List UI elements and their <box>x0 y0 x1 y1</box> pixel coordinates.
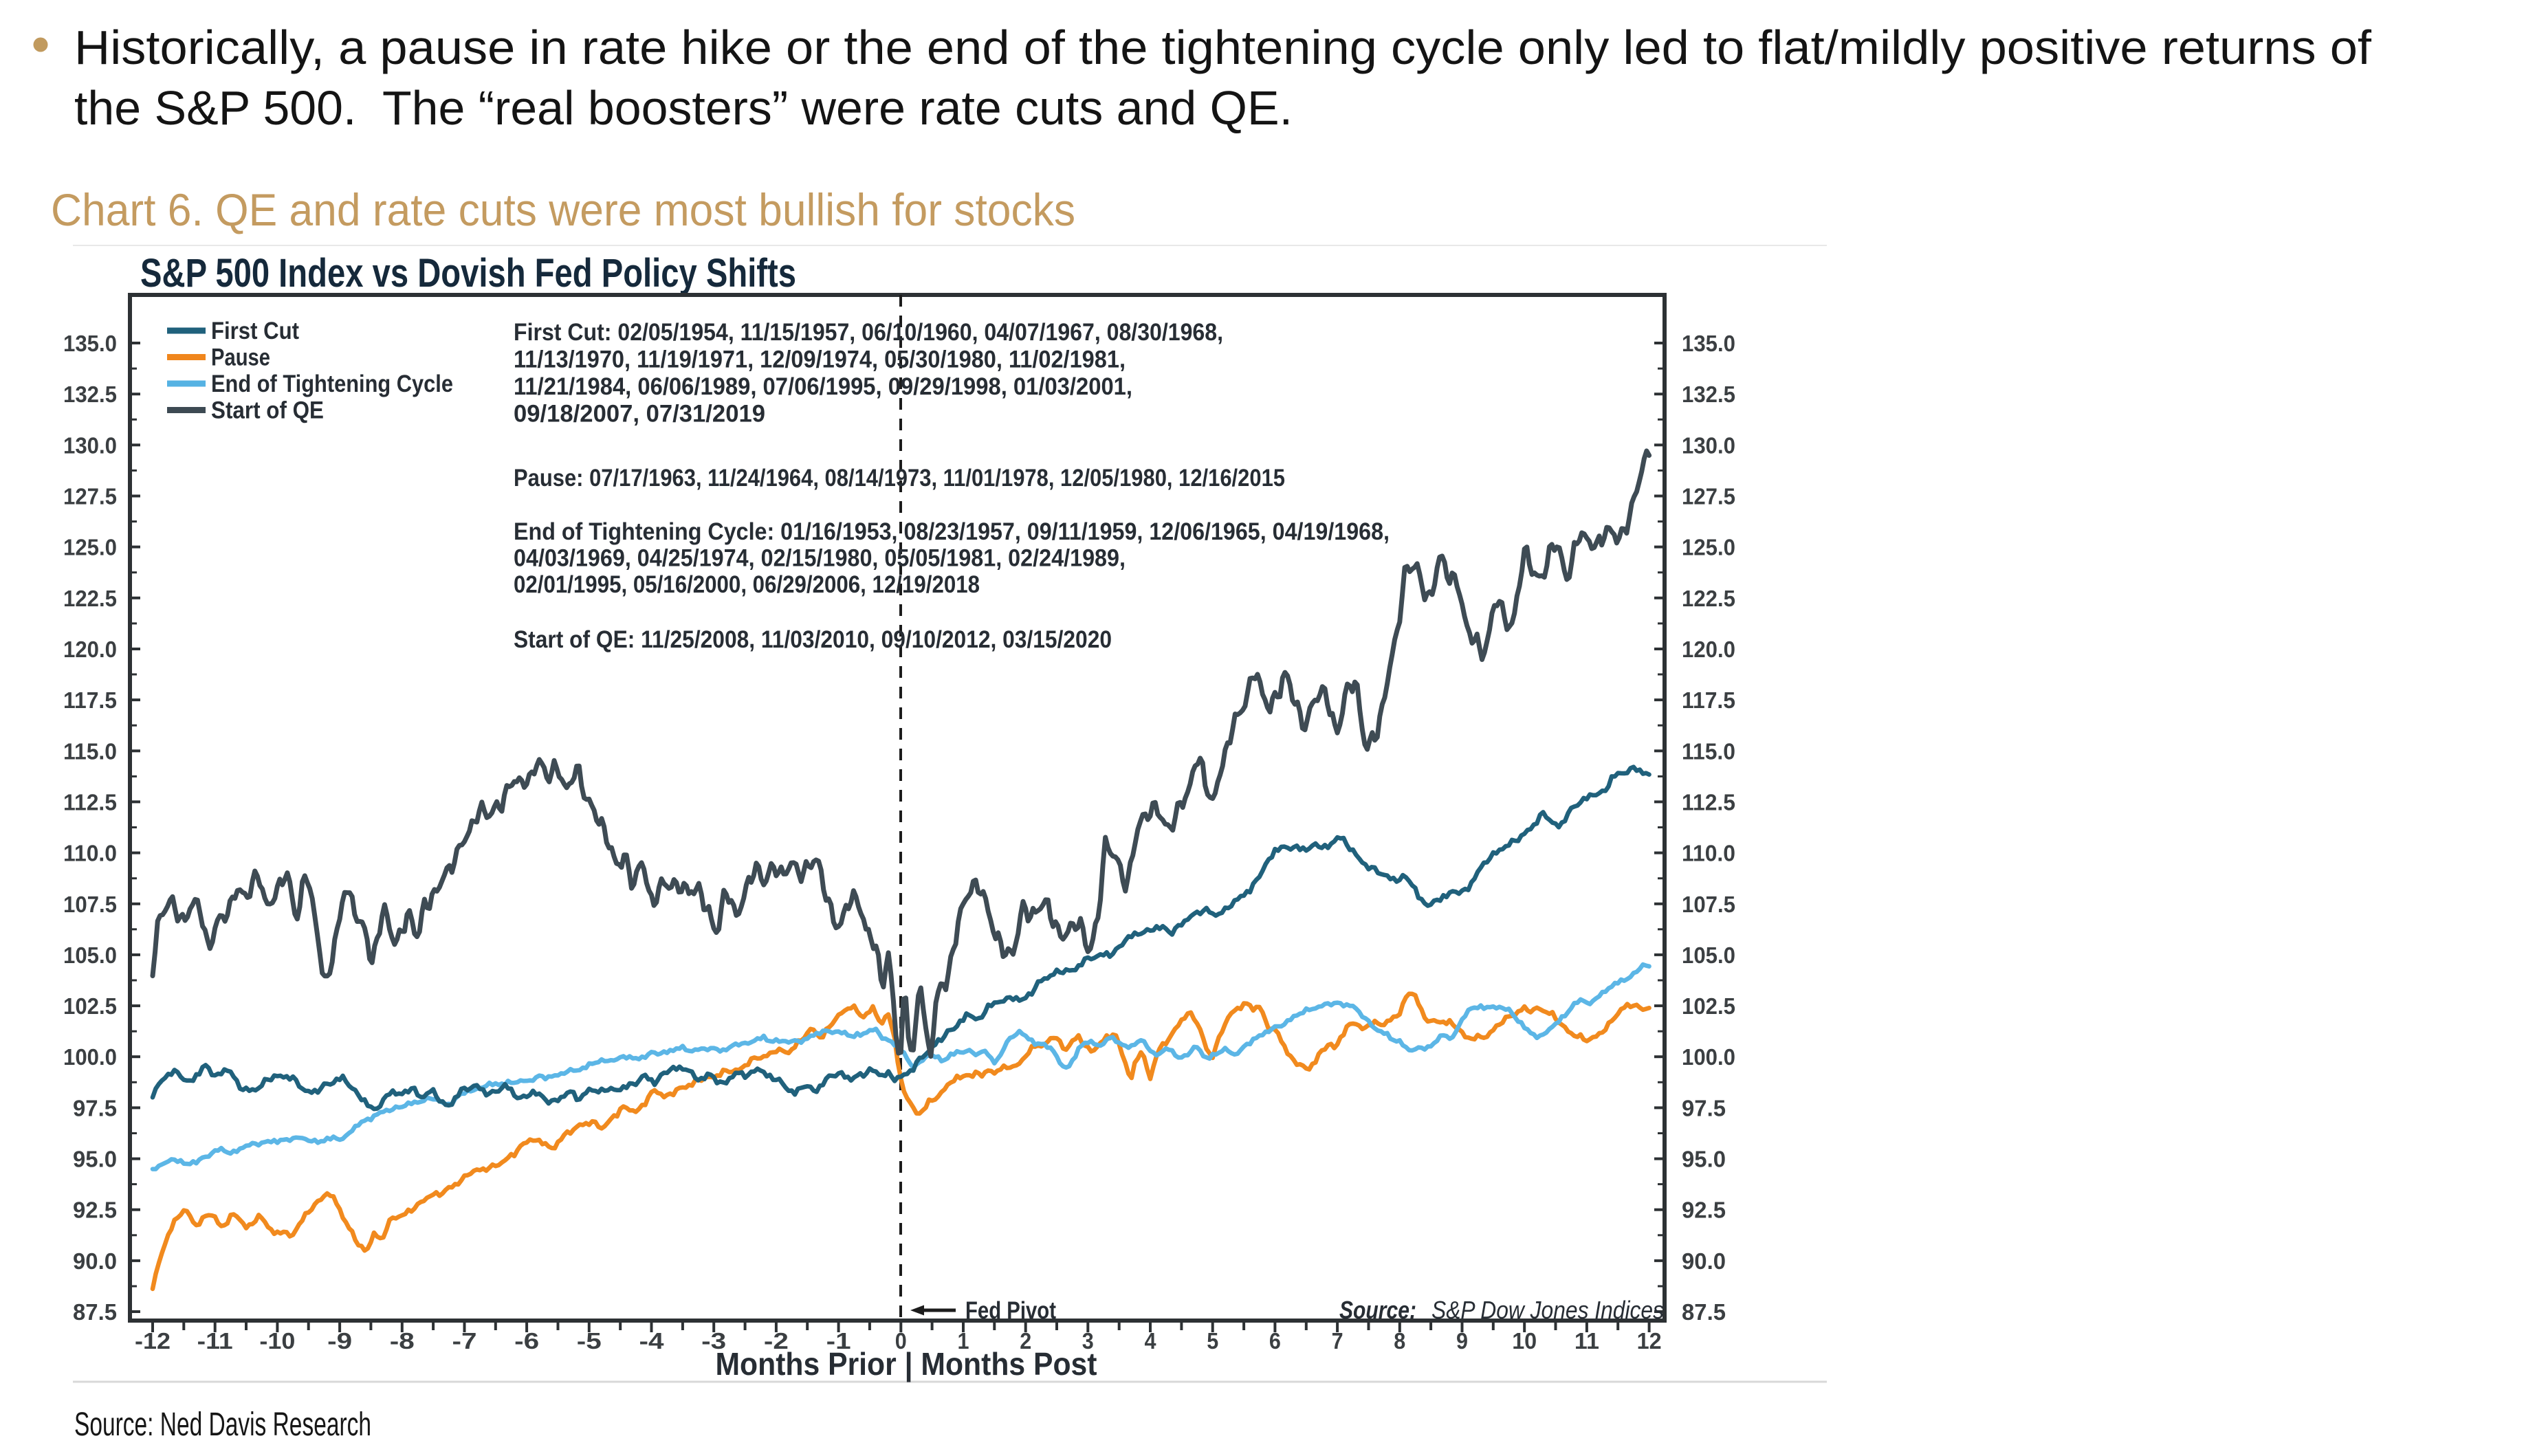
svg-text:-1: -1 <box>826 1328 851 1354</box>
svg-text:112.5: 112.5 <box>63 789 117 815</box>
svg-text:-7: -7 <box>452 1328 477 1354</box>
svg-text:117.5: 117.5 <box>1682 687 1735 713</box>
svg-text:107.5: 107.5 <box>63 892 117 917</box>
svg-text:8: 8 <box>1394 1328 1405 1354</box>
svg-text:12: 12 <box>1637 1328 1662 1354</box>
svg-text:Chart 6. QE and rate cuts were: Chart 6. QE and rate cuts were most bull… <box>51 184 1075 235</box>
svg-text:135.0: 135.0 <box>1682 331 1735 356</box>
svg-text:11: 11 <box>1574 1328 1599 1354</box>
svg-text:Historically, a pause in rate: Historically, a pause in rate hike or th… <box>74 21 2372 74</box>
svg-text:92.5: 92.5 <box>1682 1198 1726 1223</box>
svg-text:130.0: 130.0 <box>63 432 117 458</box>
svg-text:100.0: 100.0 <box>1682 1044 1735 1070</box>
svg-text:the S&P 500. The “real booste: the S&P 500. The “real boosters” were ra… <box>74 81 1293 135</box>
svg-text:-9: -9 <box>327 1328 352 1354</box>
svg-text:117.5: 117.5 <box>63 687 117 713</box>
svg-text:97.5: 97.5 <box>1682 1095 1726 1121</box>
svg-text:Fed Pivot: Fed Pivot <box>965 1297 1056 1324</box>
svg-text:11/21/1984, 06/06/1989, 07/06/: 11/21/1984, 06/06/1989, 07/06/1995, 09/2… <box>514 373 1132 400</box>
svg-text:4: 4 <box>1145 1328 1157 1354</box>
svg-text:Pause: Pause <box>211 344 270 371</box>
svg-text:120.0: 120.0 <box>63 637 117 662</box>
svg-text:6: 6 <box>1269 1328 1281 1354</box>
svg-text:-6: -6 <box>514 1328 539 1354</box>
svg-text:5: 5 <box>1207 1328 1218 1354</box>
svg-text:Months Prior | Months Post: Months Prior | Months Post <box>716 1346 1097 1382</box>
svg-text:Pause: 07/17/1963, 11/24/1964,: Pause: 07/17/1963, 11/24/1964, 08/14/197… <box>514 465 1285 492</box>
svg-text:122.5: 122.5 <box>1682 586 1735 611</box>
svg-text:90.0: 90.0 <box>73 1248 117 1274</box>
svg-text:100.0: 100.0 <box>63 1044 117 1070</box>
svg-text:-5: -5 <box>577 1328 602 1354</box>
svg-text:127.5: 127.5 <box>63 484 117 509</box>
svg-text:1: 1 <box>958 1328 969 1354</box>
svg-text:02/01/1995, 05/16/2000, 06/29/: 02/01/1995, 05/16/2000, 06/29/2006, 12/1… <box>514 571 980 598</box>
svg-text:9: 9 <box>1456 1328 1468 1354</box>
svg-text:-8: -8 <box>390 1328 415 1354</box>
svg-text:Start of QE: Start of QE <box>211 397 324 424</box>
svg-text:92.5: 92.5 <box>73 1198 117 1223</box>
svg-text:Source:: Source: <box>1339 1296 1416 1324</box>
svg-text:120.0: 120.0 <box>1682 637 1735 662</box>
svg-text:11/13/1970, 11/19/1971, 12/09/: 11/13/1970, 11/19/1971, 12/09/1974, 05/3… <box>514 346 1126 373</box>
svg-text:10: 10 <box>1512 1328 1537 1354</box>
svg-text:3: 3 <box>1082 1328 1094 1354</box>
svg-text:First Cut: First Cut <box>211 318 299 344</box>
svg-text:-11: -11 <box>197 1328 233 1354</box>
svg-text:127.5: 127.5 <box>1682 484 1735 509</box>
svg-text:102.5: 102.5 <box>63 993 117 1019</box>
svg-text:S&P 500 Index vs Dovish Fed Po: S&P 500 Index vs Dovish Fed Policy Shift… <box>140 251 796 296</box>
svg-text:-2: -2 <box>764 1328 789 1354</box>
svg-text:End of Tightening Cycle: 01/16: End of Tightening Cycle: 01/16/1953, 08/… <box>514 518 1390 545</box>
svg-text:04/03/1969, 04/25/1974, 02/15/: 04/03/1969, 04/25/1974, 02/15/1980, 05/0… <box>514 545 1126 572</box>
svg-text:2: 2 <box>1020 1328 1031 1354</box>
svg-text:132.5: 132.5 <box>1682 382 1735 407</box>
svg-text:110.0: 110.0 <box>63 841 117 866</box>
svg-text:87.5: 87.5 <box>1682 1299 1726 1325</box>
svg-text:95.0: 95.0 <box>1682 1147 1726 1172</box>
svg-text:90.0: 90.0 <box>1682 1248 1726 1274</box>
svg-text:End of Tightening Cycle: End of Tightening Cycle <box>211 371 453 397</box>
svg-text:S&P Dow Jones Indices: S&P Dow Jones Indices <box>1431 1296 1664 1324</box>
svg-text:132.5: 132.5 <box>63 382 117 407</box>
svg-text:105.0: 105.0 <box>1682 942 1735 968</box>
svg-text:135.0: 135.0 <box>63 331 117 356</box>
svg-text:-3: -3 <box>701 1328 726 1354</box>
svg-text:-4: -4 <box>639 1328 665 1354</box>
svg-text:125.0: 125.0 <box>1682 535 1735 560</box>
svg-text:7: 7 <box>1332 1328 1343 1354</box>
svg-text:105.0: 105.0 <box>63 942 117 968</box>
svg-text:-12: -12 <box>135 1328 171 1354</box>
svg-text:107.5: 107.5 <box>1682 892 1735 917</box>
svg-text:110.0: 110.0 <box>1682 841 1735 866</box>
svg-text:87.5: 87.5 <box>73 1299 117 1325</box>
svg-text:-10: -10 <box>259 1328 295 1354</box>
svg-text:125.0: 125.0 <box>63 535 117 560</box>
svg-text:115.0: 115.0 <box>63 738 117 764</box>
svg-text:09/18/2007, 07/31/2019: 09/18/2007, 07/31/2019 <box>514 401 765 428</box>
svg-text:First Cut: 02/05/1954, 11/15/1: First Cut: 02/05/1954, 11/15/1957, 06/10… <box>514 319 1223 346</box>
svg-text:0: 0 <box>895 1328 907 1354</box>
svg-text:115.0: 115.0 <box>1682 738 1735 764</box>
svg-text:102.5: 102.5 <box>1682 993 1735 1019</box>
svg-text:122.5: 122.5 <box>63 586 117 611</box>
svg-text:95.0: 95.0 <box>73 1147 117 1172</box>
svg-text:Source: Ned Davis Research: Source: Ned Davis Research <box>74 1407 371 1443</box>
svg-text:Start of QE: 11/25/2008, 11/03: Start of QE: 11/25/2008, 11/03/2010, 09/… <box>514 626 1112 653</box>
svg-text:130.0: 130.0 <box>1682 432 1735 458</box>
svg-text:97.5: 97.5 <box>73 1095 117 1121</box>
svg-text:112.5: 112.5 <box>1682 789 1735 815</box>
